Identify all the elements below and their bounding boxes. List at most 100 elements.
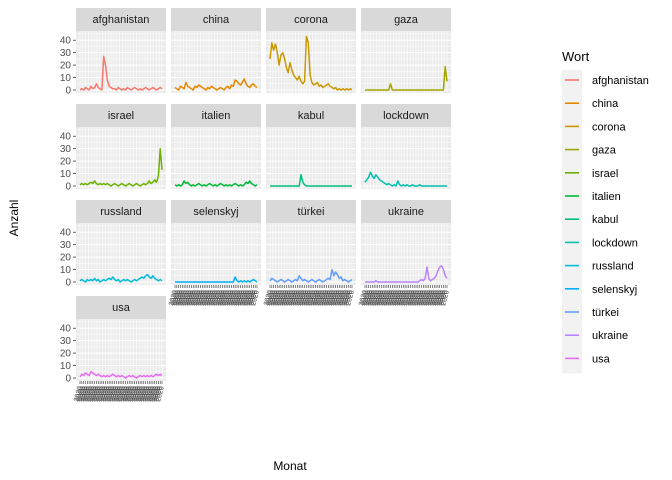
facet-strip-label: lockdown — [383, 110, 429, 122]
x-tick-label: 2020 — [438, 290, 449, 307]
y-tick-label: 40 — [60, 132, 72, 143]
x-tick-label: 2020 — [250, 290, 261, 307]
x-tick-label: 2020 — [93, 386, 104, 403]
legend-item-italien: italien — [565, 191, 621, 203]
x-tick-label: 2020 — [365, 290, 376, 307]
x-tick-label: 2020 — [104, 386, 115, 403]
legend-item-kabul: kabul — [565, 214, 618, 226]
x-tick-label: 2020 — [396, 290, 407, 307]
x-tick-label: 2020 — [188, 290, 199, 307]
x-tick-label: 2020 — [387, 290, 398, 307]
legend-label: russland — [592, 261, 634, 273]
x-tick-label: 2020 — [248, 290, 259, 307]
panel-background — [171, 223, 261, 285]
x-tick-label: 2020 — [267, 290, 278, 307]
facet-türkei: türkei2020202020202020202020202020202020… — [263, 200, 356, 307]
x-tick-label: 2020 — [407, 290, 418, 307]
y-tick-label: 20 — [60, 157, 72, 168]
legend-label: selenskyj — [592, 284, 637, 296]
facet-strip-label: russland — [100, 206, 142, 218]
x-tick-label: 2020 — [245, 290, 256, 307]
facet-strip — [266, 200, 356, 223]
x-tick-label: 2020 — [285, 290, 296, 307]
x-tick-label: 2020 — [400, 290, 411, 307]
x-tick-label: 2020 — [117, 386, 128, 403]
x-tick-label: 2020 — [236, 290, 247, 307]
facet-strip — [76, 200, 166, 223]
x-tick-label: 2020 — [124, 386, 135, 403]
x-tick-label: 2020 — [316, 290, 327, 307]
x-tick-label: 2020 — [409, 290, 420, 307]
facet-strip — [361, 200, 451, 223]
x-tick-label: 2020 — [429, 290, 440, 307]
x-tick-label: 2020 — [309, 290, 320, 307]
x-tick-label: 2020 — [228, 290, 239, 307]
x-tick-label: 2020 — [217, 290, 228, 307]
x-tick-label: 2020 — [203, 290, 214, 307]
x-tick-label: 2020 — [318, 290, 329, 307]
facet-strip — [171, 104, 261, 127]
x-tick-label: 2020 — [376, 290, 387, 307]
x-tick-label: 2020 — [206, 290, 217, 307]
facet-italien: italien — [171, 104, 261, 189]
x-tick-label: 2020 — [208, 290, 219, 307]
x-tick-label: 2020 — [391, 290, 402, 307]
x-tick-label: 2020 — [345, 290, 356, 307]
x-tick-label: 2020 — [332, 290, 343, 307]
legend-item-türkei: türkei — [565, 307, 619, 319]
x-tick-label: 2020 — [185, 290, 196, 307]
panel-background — [266, 127, 356, 189]
x-tick-label: 2020 — [95, 386, 106, 403]
x-tick-label: 2020 — [296, 290, 307, 307]
x-tick-label: 2020 — [152, 386, 163, 403]
x-tick-label: 2020 — [82, 386, 93, 403]
x-tick-label: 2020 — [420, 290, 431, 307]
x-tick-label: 2020 — [243, 290, 254, 307]
facet-strip-label: kabul — [298, 110, 324, 122]
x-tick-label: 2020 — [375, 290, 386, 307]
x-tick-label: 2020 — [221, 290, 232, 307]
x-tick-label: 2020 — [321, 290, 332, 307]
y-tick-label: 30 — [60, 240, 72, 251]
x-tick-label: 2020 — [338, 290, 349, 307]
legend-label: afghanistan — [592, 75, 649, 87]
x-tick-label: 2020 — [186, 290, 197, 307]
x-tick-label: 2020 — [334, 290, 345, 307]
x-tick-label: 2020 — [426, 290, 437, 307]
y-tick-label: 20 — [60, 253, 72, 264]
legend-label: gaza — [592, 145, 617, 157]
x-tick-label: 2020 — [283, 290, 294, 307]
legend-item-corona: corona — [565, 121, 627, 133]
x-tick-label: 2020 — [435, 290, 446, 307]
facet-strip — [266, 8, 356, 31]
x-tick-label: 2020 — [294, 290, 305, 307]
x-axis-ukraine: 2020202020202020202020202020202020202020… — [358, 285, 451, 307]
x-tick-label: 2020 — [192, 290, 203, 307]
panel-background — [171, 127, 261, 189]
x-tick-label: 2020 — [422, 290, 433, 307]
x-tick-label: 2020 — [431, 290, 442, 307]
x-tick-label: 2020 — [290, 290, 301, 307]
facet-ukraine: ukraine202020202020202020202020202020202… — [358, 200, 451, 307]
x-tick-label: 2020 — [111, 386, 122, 403]
series-line-russland — [79, 273, 163, 283]
series-line-ukraine — [365, 265, 448, 283]
y-tick-label: 40 — [60, 228, 72, 239]
panel-background — [76, 319, 166, 381]
x-tick-label: 2020 — [418, 290, 429, 307]
x-tick-label: 2020 — [263, 290, 274, 307]
x-tick-label: 2020 — [385, 290, 396, 307]
x-tick-label: 2020 — [301, 290, 312, 307]
x-tick-label: 2020 — [329, 290, 340, 307]
y-tick-label: 20 — [60, 349, 72, 360]
series-line-italien — [174, 180, 258, 187]
x-tick-label: 2020 — [247, 290, 258, 307]
series-line-türkei — [269, 268, 353, 283]
y-tick-label: 0 — [65, 86, 71, 97]
x-tick-label: 2020 — [99, 386, 110, 403]
x-tick-label: 2020 — [170, 290, 181, 307]
x-tick-label: 2020 — [276, 290, 287, 307]
x-tick-label: 2020 — [305, 290, 316, 307]
facet-kabul: kabul — [266, 104, 356, 189]
